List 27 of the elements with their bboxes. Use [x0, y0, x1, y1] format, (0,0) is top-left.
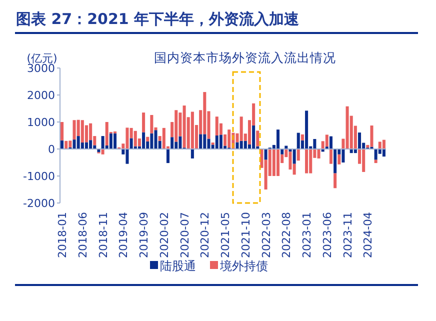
x-tick-label: 2019-09 — [138, 212, 151, 258]
y-tick-label: 2000 — [27, 89, 55, 102]
x-tick-label: 2023-06 — [320, 212, 334, 258]
chart-subtitle: 国内资本市场外资流入流出情况 — [154, 50, 336, 65]
y-tick-label: -1000 — [23, 170, 55, 183]
x-tick-label: 2024-04 — [362, 212, 375, 258]
x-tick-label: 2018-06 — [76, 212, 90, 258]
legend-label: 陆股通 — [160, 259, 196, 273]
x-tick-label: 2019-04 — [117, 212, 130, 258]
x-tick-label: 2020-07 — [178, 212, 192, 258]
x-tick-label: 2023-11 — [341, 212, 354, 258]
x-tick-label: 2022-08 — [280, 212, 294, 258]
x-tick-label: 2021-05 — [219, 212, 232, 258]
y-tick-label: -2000 — [23, 197, 55, 210]
x-tick-label: 2020-02 — [158, 212, 171, 258]
x-tick-label: 2018-11 — [96, 212, 110, 258]
chart-title: 图表 27：2021 年下半年，外资流入加速 — [16, 10, 300, 28]
y-tick-label: 0 — [48, 143, 55, 156]
legend-label: 境外持债 — [219, 259, 268, 273]
y-axis-title: (亿元) — [26, 52, 58, 65]
x-tick-label: 2022-03 — [260, 212, 273, 258]
x-tick-label: 2023-01 — [300, 212, 314, 258]
x-tick-label: 2020-12 — [198, 212, 212, 258]
x-tick-label: 2021-10 — [239, 212, 252, 258]
y-tick-label: 1000 — [27, 116, 55, 129]
x-tick-label: 2018-01 — [56, 212, 70, 258]
y-tick-label: 3000 — [27, 62, 55, 75]
